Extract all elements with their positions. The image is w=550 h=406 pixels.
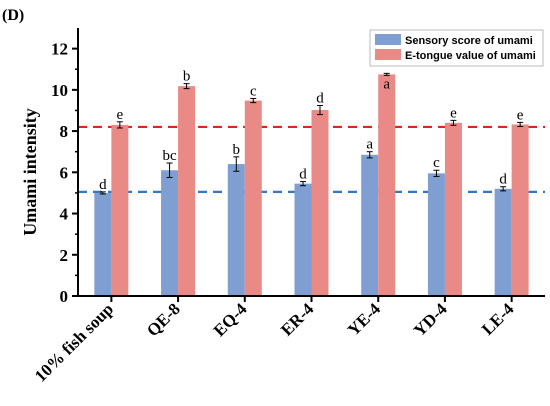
y-axis-title: Umami intensity [20, 108, 40, 236]
significance-label-s1-5: e [450, 105, 457, 121]
x-tick-label-6: LE-4 [478, 299, 518, 339]
significance-label-s1-6: e [517, 107, 524, 123]
y-tick-label-6: 12 [51, 40, 68, 59]
legend-label-1: E-tongue value of umami [405, 50, 536, 62]
y-tick-label-5: 10 [51, 81, 68, 100]
bar-s1-1 [178, 86, 196, 297]
y-tick-label-2: 4 [60, 205, 69, 224]
y-axis-ticks: 0 2 4 6 8 10 12 [51, 40, 78, 306]
x-tick-label-1: QE-8 [143, 299, 184, 340]
panel-label: (D) [2, 7, 24, 24]
significance-label-s1-3: d [316, 91, 324, 107]
bar-s1-6 [511, 124, 529, 296]
significance-label-s0-2: b [233, 142, 241, 158]
legend: Sensory score of umami E-tongue value of … [369, 29, 544, 67]
significance-label-s1-1: b [183, 69, 191, 85]
y-tick-label-4: 8 [60, 122, 69, 141]
bar-s1-4 [378, 74, 396, 296]
significance-label-s0-1: bc [162, 148, 177, 164]
significance-label-s1-2: c [250, 84, 257, 100]
bar-s1-3 [311, 110, 329, 297]
x-tick-label-2: EQ-4 [210, 299, 251, 340]
bar-s1-2 [244, 100, 262, 296]
bar-s1-5 [444, 122, 462, 296]
bar-s0-0 [94, 192, 112, 296]
x-tick-label-0: 10% fish soup [31, 299, 117, 385]
significance-label-s0-4: a [366, 137, 373, 153]
y-tick-label-1: 2 [60, 246, 69, 265]
significance-label-s1-4: a [383, 76, 390, 92]
significance-label-s0-3: d [299, 167, 307, 183]
significance-label-s0-6: d [499, 172, 507, 188]
bar-s0-3 [294, 183, 312, 296]
y-tick-label-0: 0 [60, 287, 69, 306]
significance-label-s0-5: c [433, 155, 440, 171]
significance-label-s0-0: d [99, 177, 107, 193]
bar-s1-0 [111, 124, 129, 297]
bar-s0-2 [227, 164, 245, 296]
x-axis-ticks: 10% fish soup QE-8 EQ-4 ER-4 YE-4 YD-4 LE-4 [31, 296, 518, 386]
bar-s0-1 [161, 170, 179, 296]
legend-swatch-1 [375, 49, 401, 60]
legend-label-0: Sensory score of umami [405, 35, 533, 47]
x-tick-label-5: YD-4 [410, 299, 451, 340]
bar-s0-5 [427, 173, 445, 296]
significance-label-s1-0: e [117, 107, 124, 123]
bar-s0-4 [361, 154, 379, 296]
bar-s0-6 [494, 188, 512, 296]
legend-swatch-0 [375, 34, 401, 45]
x-tick-label-4: YE-4 [344, 299, 385, 340]
y-tick-label-3: 6 [60, 163, 69, 182]
x-tick-label-3: ER-4 [277, 299, 318, 340]
